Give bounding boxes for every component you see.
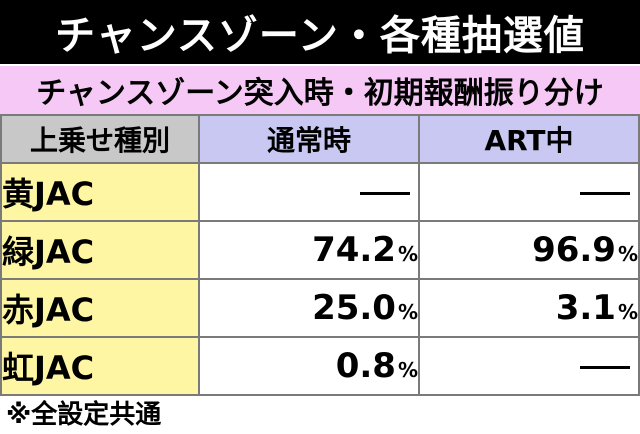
- value-art-rainbow-jac: [418, 336, 640, 396]
- header-normal: 通常時: [198, 114, 420, 164]
- value-number: 74.2: [312, 230, 396, 270]
- header-art: ART中: [418, 114, 640, 164]
- percent-sign: %: [397, 242, 418, 266]
- percent-sign: %: [397, 358, 418, 382]
- table-row: 黄JAC: [0, 162, 640, 222]
- table-row: 赤JAC 25.0% 3.1%: [0, 278, 640, 338]
- value-number: 0.8: [335, 346, 396, 386]
- percent-sign: %: [617, 242, 638, 266]
- page-title: チャンスゾーン・各種抽選値: [0, 0, 640, 64]
- row-label-green-jac: 緑JAC: [0, 220, 200, 280]
- row-label-yellow-jac: 黄JAC: [0, 162, 200, 222]
- value-normal-yellow-jac: [198, 162, 420, 222]
- value-normal-red-jac: 25.0%: [198, 278, 420, 338]
- percent-sign: %: [397, 300, 418, 324]
- value-normal-green-jac: 74.2%: [198, 220, 420, 280]
- value-art-green-jac: 96.9%: [418, 220, 640, 280]
- value-art-red-jac: 3.1%: [418, 278, 640, 338]
- table-row: 虹JAC 0.8%: [0, 336, 640, 396]
- header-type: 上乗せ種別: [0, 114, 200, 164]
- value-number: 25.0: [312, 288, 396, 328]
- table-header-row: 上乗せ種別 通常時 ART中: [0, 114, 640, 164]
- dash-mark: [580, 192, 630, 195]
- footnote: ※全設定共通: [6, 399, 162, 430]
- dash-mark: [580, 366, 630, 369]
- value-number: 96.9: [532, 230, 616, 270]
- table-subtitle: チャンスゾーン突入時・初期報酬振り分け: [0, 66, 640, 114]
- value-normal-rainbow-jac: 0.8%: [198, 336, 420, 396]
- value-number: 3.1: [555, 288, 616, 328]
- dash-mark: [360, 192, 410, 195]
- row-label-red-jac: 赤JAC: [0, 278, 200, 338]
- probability-table: 上乗せ種別 通常時 ART中 黄JAC 緑JAC 74.2% 96.9% 赤JA…: [0, 114, 640, 396]
- percent-sign: %: [617, 300, 638, 324]
- value-art-yellow-jac: [418, 162, 640, 222]
- row-label-rainbow-jac: 虹JAC: [0, 336, 200, 396]
- table-row: 緑JAC 74.2% 96.9%: [0, 220, 640, 280]
